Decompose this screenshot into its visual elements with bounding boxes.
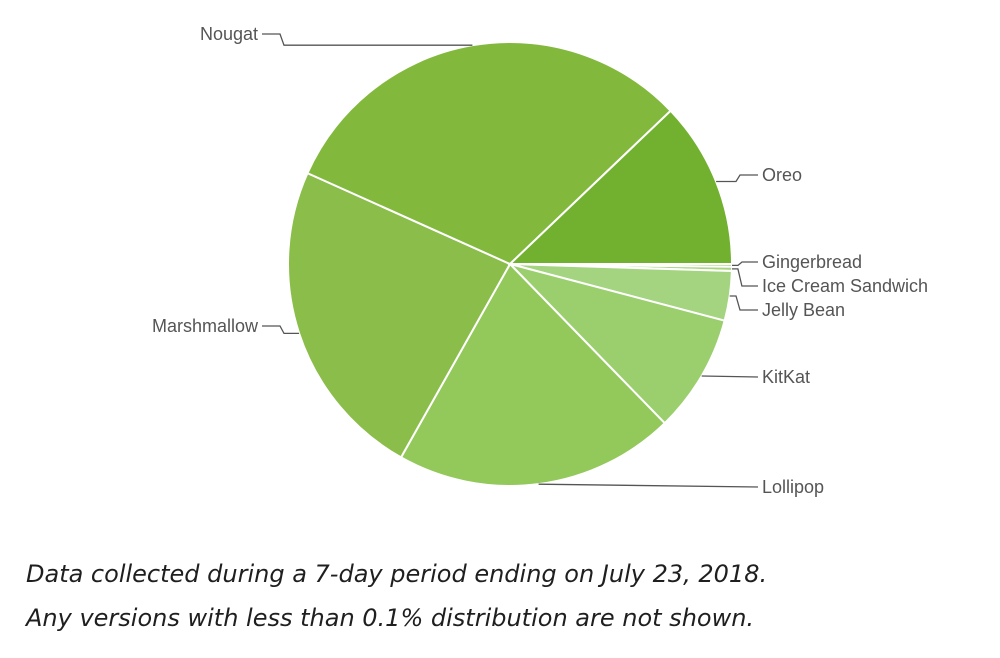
leader-line-gingerbread [732,261,758,267]
pie-slice-nougat [306,41,673,266]
caption-line-2: Any versions with less than 0.1% distrib… [26,604,755,632]
slice-label-lollipop: Lollipop [762,477,824,497]
leader-line-ice-cream-sandwich [731,268,758,287]
caption-line-1: Data collected during a 7-day period end… [26,560,768,588]
pie-slice-marshmallow [287,171,512,459]
pie-chart-svg: Gingerbread Ice Cream Sandwich Jelly Bean K… [152,24,928,497]
leader-line-marshmallow [262,325,300,335]
leader-line-oreo [716,174,758,183]
slice-group [287,41,734,487]
slice-label-jelly-bean: Jelly Bean [762,300,845,320]
pie-chart: Gingerbread Ice Cream Sandwich Jelly Bean K… [152,24,928,497]
leader-line-kitkat [701,375,759,378]
pie-slice-kitkat [506,262,726,425]
pie-slice-lollipop [399,262,667,487]
leader-line-jelly-bean [729,295,758,311]
chart-caption: Data collected during a 7-day period end… [26,552,986,640]
slice-label-oreo: Oreo [762,165,802,185]
slice-label-ice-cream-sandwich: Ice Cream Sandwich [762,276,928,296]
leader-line-nougat [262,33,473,46]
slice-label-gingerbread: Gingerbread [762,252,862,272]
leader-line-group [262,33,759,488]
leader-line-lollipop [538,483,759,488]
pie-slice-oreo [507,109,734,265]
slice-label-kitkat: KitKat [762,367,810,387]
slice-label-marshmallow: Marshmallow [152,316,259,336]
slice-label-group: Gingerbread Ice Cream Sandwich Jelly Bean K… [152,24,928,497]
slice-label-nougat: Nougat [200,24,258,44]
